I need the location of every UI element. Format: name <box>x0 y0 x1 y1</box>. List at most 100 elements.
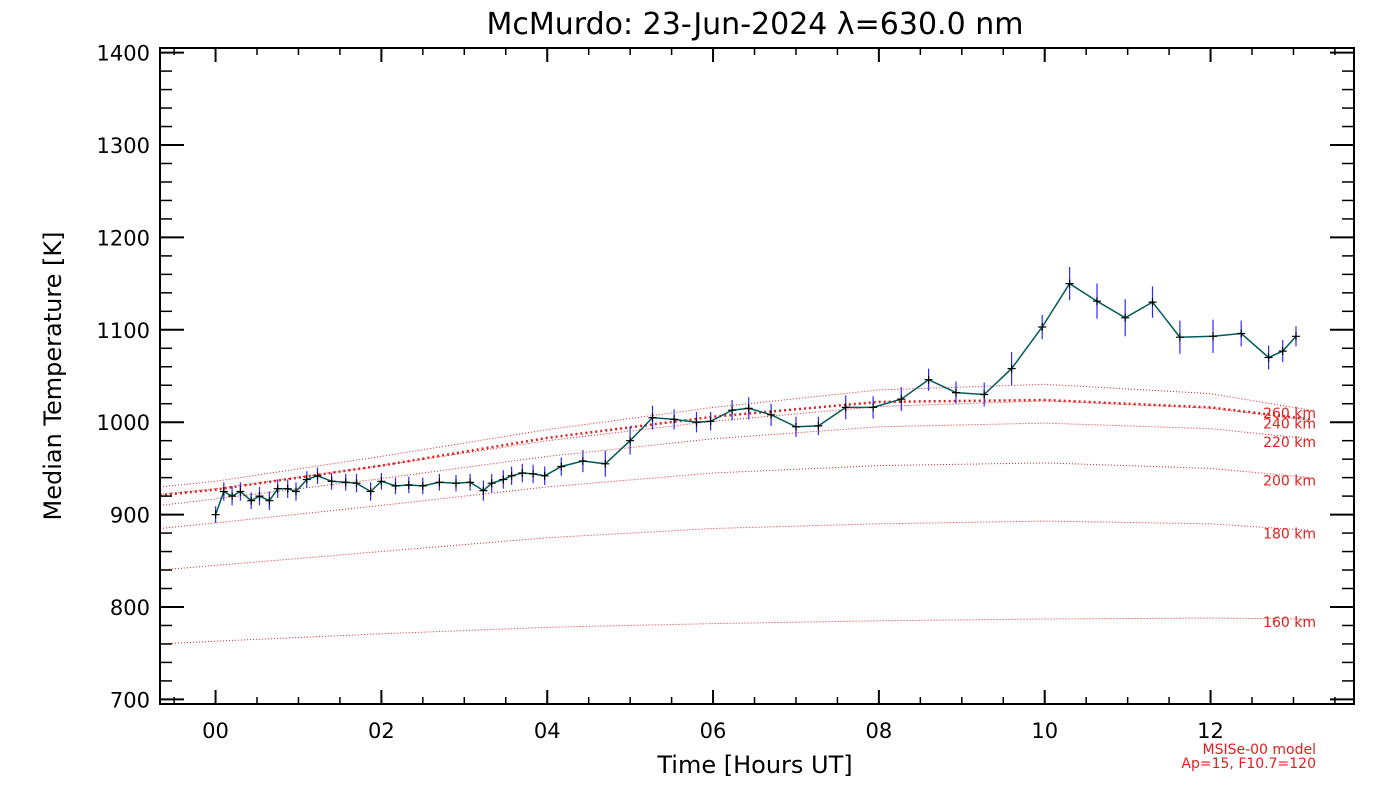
x-tick-label: 10 <box>1031 719 1058 743</box>
data-point <box>767 410 776 419</box>
data-point <box>283 484 292 493</box>
data-point <box>352 479 361 488</box>
y-tick-label: 900 <box>110 504 150 528</box>
data-point <box>247 496 256 505</box>
data-point <box>418 481 427 490</box>
altitude-label-260-km: 260 km <box>1263 406 1316 422</box>
x-tick-label: 06 <box>700 719 727 743</box>
data-point <box>1148 298 1157 307</box>
data-point <box>670 415 679 424</box>
data-point <box>869 403 878 412</box>
data-point <box>1264 353 1273 362</box>
data-point <box>1038 323 1047 331</box>
data-point <box>897 395 906 404</box>
altitude-label-160-km: 160 km <box>1263 615 1316 631</box>
data-point <box>980 390 989 399</box>
model-name-label: MSISe-00 model <box>1202 742 1316 758</box>
data-point <box>479 486 488 495</box>
x-axis-label: Time [Hours UT] <box>656 751 852 779</box>
data-point <box>366 487 375 496</box>
data-point <box>302 475 311 484</box>
model-curve-220-km <box>159 422 1311 506</box>
model-params-label: Ap=15, F10.7=120 <box>1181 756 1316 772</box>
data-point <box>792 422 800 431</box>
altitude-label-240-km: 240 km <box>1263 416 1316 432</box>
x-tick-label: 12 <box>1197 719 1224 743</box>
data-point <box>273 484 282 493</box>
data-point <box>404 481 413 489</box>
data-point <box>466 478 475 487</box>
model-highlight-line <box>159 398 1311 497</box>
data-point <box>377 477 386 486</box>
data-point <box>529 469 538 478</box>
data-point <box>1278 347 1287 356</box>
x-tick-label: 00 <box>202 719 229 743</box>
plot-frame <box>159 47 1355 705</box>
data-point <box>435 478 444 487</box>
data-point <box>313 471 322 480</box>
data-point <box>578 457 587 465</box>
data-point <box>1065 279 1074 288</box>
data-point <box>744 404 753 413</box>
axis-ticks: 00 02 04 06 08 10 12 700 800 900 1000 1100 1200 1300 1… <box>97 42 1354 743</box>
data-point <box>499 475 508 484</box>
data-point <box>841 403 850 412</box>
data-point <box>265 496 274 505</box>
data-point <box>1121 313 1130 322</box>
data-point <box>236 487 245 496</box>
data-point <box>1237 329 1246 338</box>
y-tick-label: 1300 <box>97 134 150 158</box>
data-point <box>292 487 300 496</box>
data-point <box>728 406 737 415</box>
altitude-label-180-km: 180 km <box>1263 526 1316 542</box>
model-curve-260-km <box>159 383 1311 488</box>
x-tick-label: 02 <box>368 719 395 743</box>
data-point <box>487 479 496 488</box>
data-point <box>626 436 635 445</box>
altitude-label-200-km: 200 km <box>1263 474 1316 490</box>
data-point <box>507 471 516 480</box>
y-tick-label: 1200 <box>97 226 150 250</box>
data-point <box>601 459 610 468</box>
data-point <box>211 510 220 519</box>
model-curve-200-km <box>159 462 1311 529</box>
data-point <box>814 421 823 430</box>
data-point <box>1209 332 1217 341</box>
data-point <box>648 413 657 422</box>
data-point <box>219 487 228 496</box>
y-tick-label: 1000 <box>97 411 150 435</box>
data-point <box>228 492 237 501</box>
data-point <box>924 375 933 384</box>
data-point <box>952 388 960 397</box>
y-tick-label: 800 <box>110 596 150 620</box>
y-tick-label: 1100 <box>97 319 150 343</box>
data-point <box>327 477 336 486</box>
data-point <box>452 479 460 488</box>
data-point <box>1093 297 1101 306</box>
data-point <box>540 471 549 480</box>
data-point <box>1292 332 1300 341</box>
measurement-series <box>211 267 1300 523</box>
model-curve-180-km <box>159 520 1311 571</box>
data-point <box>706 417 715 426</box>
y-tick-label: 700 <box>110 688 150 712</box>
model-curve-160-km <box>159 617 1311 645</box>
data-point <box>1175 333 1184 342</box>
data-point <box>518 469 527 477</box>
data-point <box>1007 364 1016 373</box>
model-highlight-curve <box>159 398 1311 497</box>
model-curves <box>159 383 1311 645</box>
altitude-label-220-km: 220 km <box>1263 435 1316 451</box>
data-point <box>557 462 566 471</box>
data-point <box>692 418 701 427</box>
chart-title: McMurdo: 23-Jun-2024 λ=630.0 nm <box>487 7 1024 42</box>
y-tick-label: 1400 <box>97 42 150 66</box>
x-tick-label: 04 <box>534 719 561 743</box>
data-point <box>255 492 264 501</box>
x-tick-label: 08 <box>866 719 893 743</box>
y-axis-label: Median Temperature [K] <box>39 231 67 520</box>
data-point <box>341 478 350 487</box>
measurement-line <box>214 282 1297 515</box>
